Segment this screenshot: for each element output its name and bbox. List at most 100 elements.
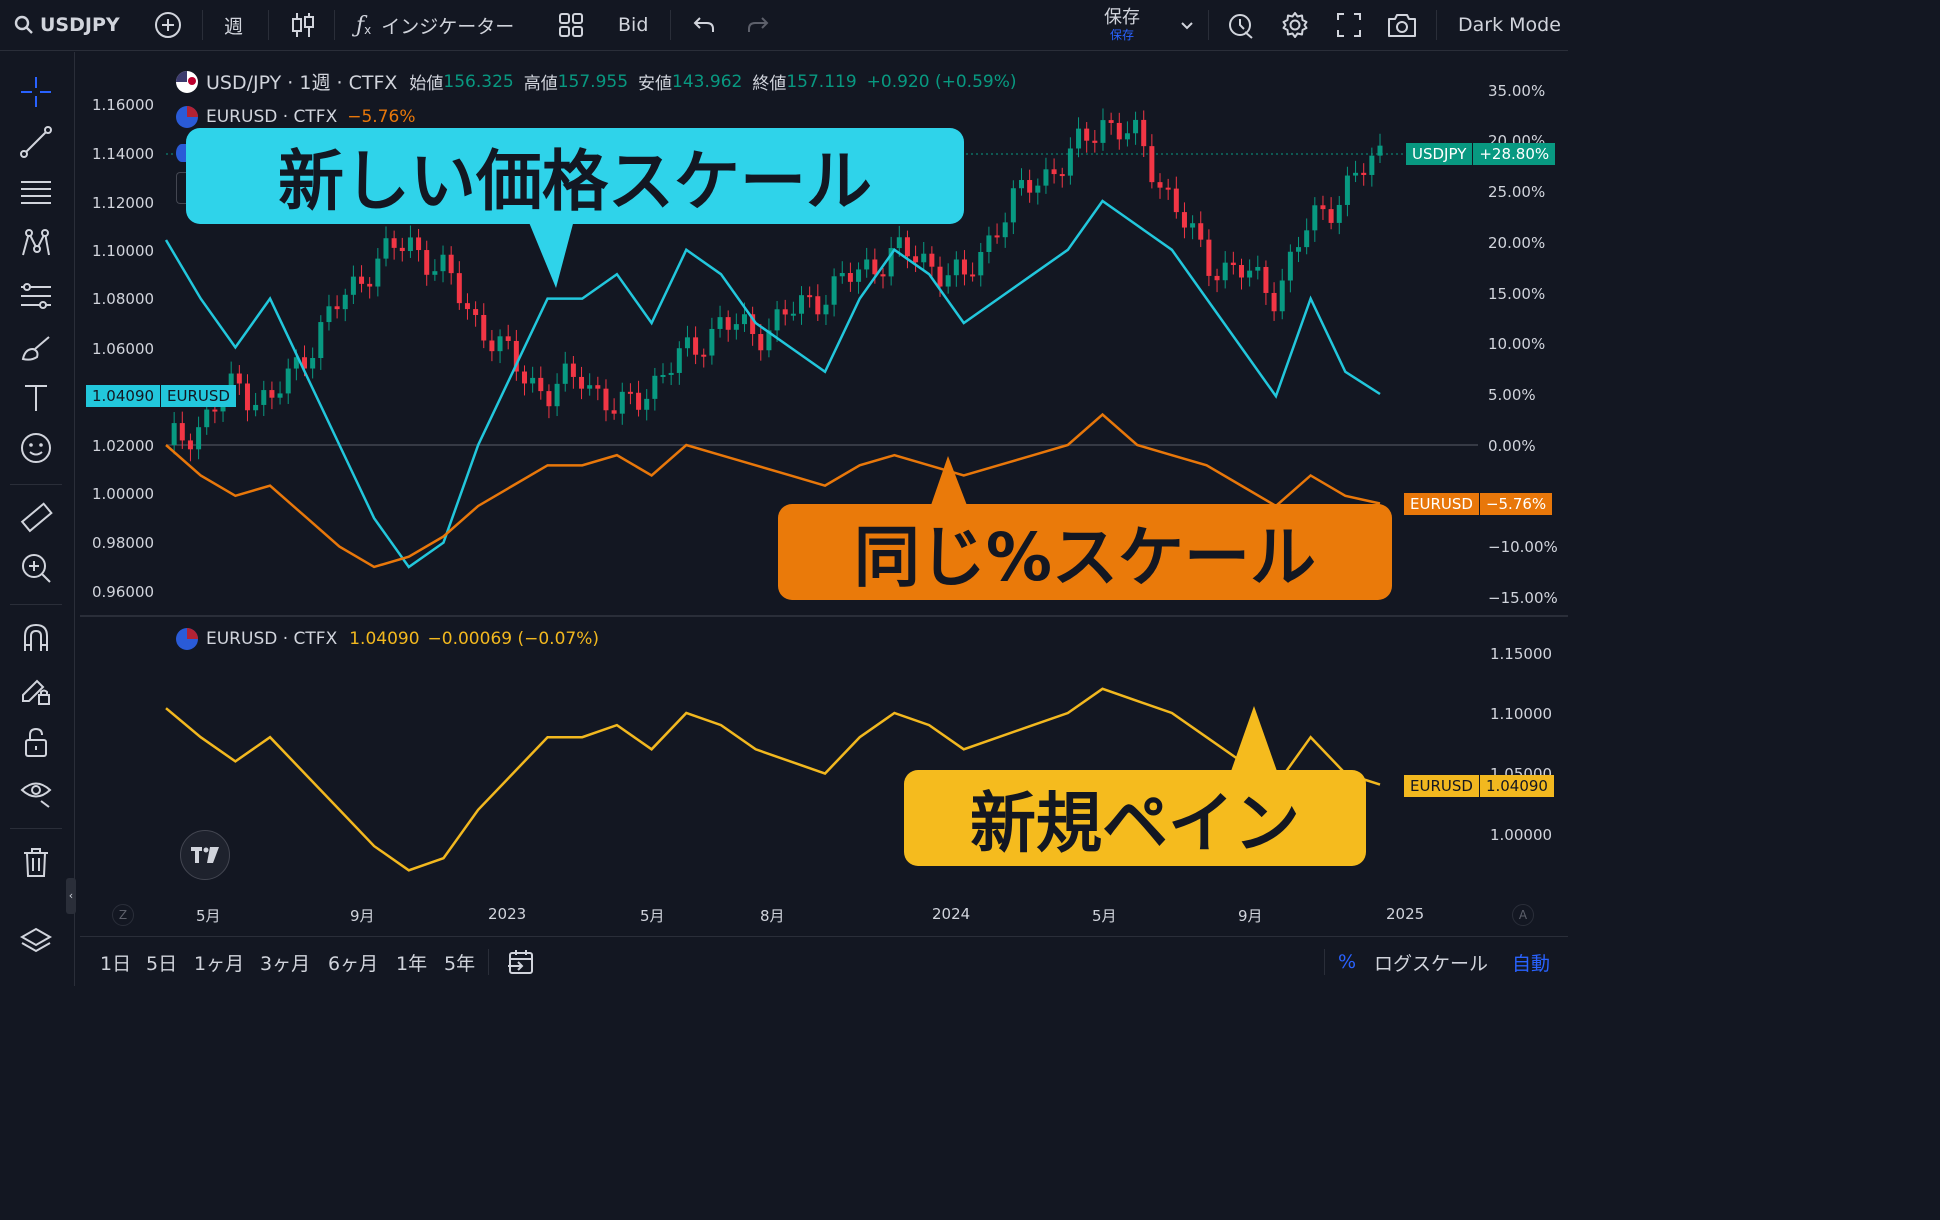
layers-icon: [19, 927, 53, 953]
time-axis-label: 8月: [760, 907, 785, 925]
tradingview-logo[interactable]: [180, 830, 230, 880]
right-axis-label: 5.00%: [1488, 386, 1536, 404]
undo-button[interactable]: [692, 0, 716, 50]
symbol-search[interactable]: USDJPY: [14, 0, 120, 50]
candle-body: [644, 398, 650, 410]
pane2-legend[interactable]: EURUSD · CTFX 1.04090 −0.00069 (−0.07%): [176, 628, 599, 650]
fullscreen-button[interactable]: [1336, 0, 1362, 50]
zoom-tool[interactable]: [16, 548, 56, 588]
auto-scale-button[interactable]: A: [1512, 904, 1534, 926]
layout-button[interactable]: [558, 0, 584, 50]
candle-body: [725, 317, 731, 330]
compare-button[interactable]: [154, 0, 182, 50]
candle-body: [1181, 212, 1187, 228]
redo-button[interactable]: [746, 0, 770, 50]
measure-tool[interactable]: [16, 498, 56, 538]
goto-date-button[interactable]: [506, 937, 536, 987]
quick-search-button[interactable]: [1226, 0, 1256, 50]
legend-collapse-button[interactable]: [176, 172, 187, 204]
time-axis-label: 2025: [1386, 905, 1425, 923]
right-axis-label: 20.00%: [1488, 234, 1546, 252]
candle-body: [1173, 188, 1179, 213]
screenshot-button[interactable]: [1386, 0, 1418, 50]
range-5d[interactable]: 5日: [146, 952, 178, 975]
text-tool[interactable]: [16, 378, 56, 418]
time-axis-zoom-button[interactable]: Z: [112, 904, 134, 926]
candle-body: [1084, 128, 1090, 141]
compare-legend[interactable]: EURUSD · CTFX −5.76%: [176, 106, 415, 128]
candle-body: [1133, 119, 1139, 134]
auto-scale-toggle[interactable]: 自動: [1512, 952, 1551, 975]
collapse-toolbar-button[interactable]: ‹: [66, 878, 76, 914]
candle-body: [790, 313, 796, 316]
candle-body: [375, 258, 381, 287]
candle-body: [1010, 188, 1016, 223]
forecast-icon: [21, 283, 51, 309]
callout-pointer: [930, 456, 968, 508]
fib-tool[interactable]: [16, 172, 56, 212]
lock-tool[interactable]: [16, 722, 56, 762]
hide-tool[interactable]: [16, 772, 56, 812]
emoji-tool[interactable]: [16, 428, 56, 468]
time-axis-label: 5月: [196, 907, 221, 925]
candle-body: [1361, 172, 1367, 175]
left-axis-label: 0.98000: [92, 534, 155, 552]
delete-tool[interactable]: [16, 842, 56, 882]
candle-body: [1002, 222, 1008, 238]
candle-body: [1336, 204, 1342, 223]
smiley-icon: [21, 433, 51, 463]
crosshair-tool[interactable]: [16, 72, 56, 112]
brush-tool[interactable]: [16, 328, 56, 368]
range-5y[interactable]: 5年: [444, 952, 476, 975]
save-menu-button[interactable]: [1178, 0, 1196, 50]
lock-drawings-tool[interactable]: [16, 670, 56, 710]
chart-type-button[interactable]: [290, 0, 316, 50]
chevron-down-icon: [1181, 22, 1193, 30]
forecast-tool[interactable]: [16, 276, 56, 316]
object-tree-button[interactable]: [16, 922, 56, 962]
candle-body: [913, 256, 919, 263]
candle-body: [521, 371, 527, 384]
range-1y[interactable]: 1年: [396, 952, 428, 975]
save-button[interactable]: 保存 保存: [1104, 0, 1140, 50]
settings-button[interactable]: [1280, 0, 1310, 50]
range-1m[interactable]: 1ヶ月: [194, 952, 245, 975]
theme-toggle[interactable]: Dark Mode: [1458, 14, 1561, 36]
candle-body: [440, 254, 446, 272]
range-6m[interactable]: 6ヶ月: [328, 952, 379, 975]
right-axis-label: 15.00%: [1488, 285, 1546, 303]
chart-canvas[interactable]: [80, 52, 1568, 932]
magnet-tool[interactable]: [16, 618, 56, 658]
compare-legend-title: EURUSD · CTFX: [206, 107, 338, 127]
candle-body: [1344, 175, 1350, 205]
candle-body: [432, 271, 438, 275]
main-legend[interactable]: USD/JPY · 1週 · CTFX 始値 156.325 高値 157.95…: [176, 68, 1017, 95]
chart-area[interactable]: USD/JPY · 1週 · CTFX 始値 156.325 高値 157.95…: [80, 52, 1568, 932]
left-axis-label: 1.14000: [92, 145, 155, 163]
usdjpy-candles: [171, 108, 1383, 462]
pane2-axis-label: 1.10000: [1490, 705, 1553, 723]
candle-body: [538, 377, 544, 392]
candle-body: [1043, 169, 1049, 186]
range-3m[interactable]: 3ヶ月: [260, 952, 311, 975]
left-axis-label: 1.06000: [92, 340, 155, 358]
candle-body: [310, 358, 316, 369]
alarm-clock-icon: [1229, 14, 1253, 39]
log-scale-toggle[interactable]: ログスケール: [1374, 952, 1489, 975]
range-1d[interactable]: 1日: [100, 952, 132, 975]
interval-button[interactable]: 週: [224, 15, 244, 38]
right-axis-label: 25.00%: [1488, 183, 1546, 201]
candle-body: [1027, 180, 1033, 193]
candle-body: [1353, 172, 1359, 176]
candle-body: [1076, 128, 1082, 149]
percent-scale-toggle[interactable]: %: [1338, 951, 1357, 973]
trendline-tool[interactable]: [16, 122, 56, 162]
tv-logo-icon: [191, 847, 219, 863]
right-axis-label: 0.00%: [1488, 437, 1536, 455]
candle-body: [1328, 209, 1334, 223]
candle-body: [1100, 120, 1106, 143]
pattern-tool[interactable]: [16, 224, 56, 264]
price-type-button[interactable]: Bid: [618, 14, 649, 36]
time-axis-label: 5月: [1092, 907, 1117, 925]
